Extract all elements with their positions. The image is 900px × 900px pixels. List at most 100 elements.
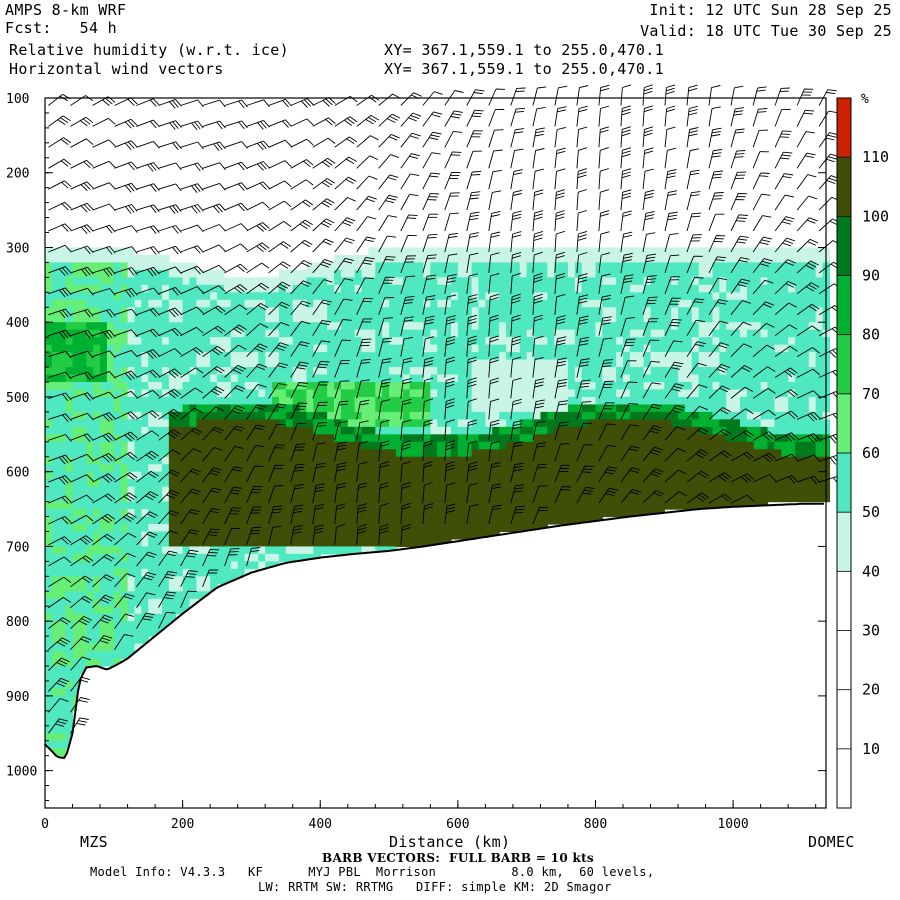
rh-cell (237, 411, 246, 420)
rh-cell (51, 501, 60, 510)
rh-cell (774, 389, 782, 398)
rh-cell (113, 396, 122, 406)
rh-cell (678, 501, 686, 510)
rh-cell (691, 449, 700, 458)
rh-cell (581, 374, 590, 383)
rh-cell (808, 464, 817, 473)
rh-cell (113, 516, 122, 525)
rh-cell (726, 262, 734, 271)
rh-cell (389, 262, 397, 271)
rh-cell (471, 254, 480, 264)
rh-cell (554, 269, 562, 278)
rh-cell (609, 404, 617, 413)
rh-cell (210, 277, 218, 286)
rh-cell (244, 352, 253, 361)
rh-cell (45, 471, 53, 480)
rh-cell (148, 531, 156, 540)
rh-cell (609, 374, 617, 383)
rh-cell (93, 352, 101, 361)
rh-cell (795, 419, 803, 428)
rh-cell (45, 494, 53, 503)
rh-cell (678, 389, 686, 398)
rh-cell (595, 509, 603, 518)
rh-cell (657, 434, 665, 443)
rh-cell (306, 404, 314, 413)
rh-cell (51, 486, 60, 495)
rh-cell (196, 546, 204, 555)
rh-cell (106, 419, 115, 428)
wind-barb (70, 676, 91, 692)
wind-barb (70, 575, 93, 588)
rh-cell (609, 389, 617, 398)
rh-cell (51, 666, 60, 675)
rh-cell (58, 269, 67, 278)
rh-cell (120, 568, 129, 577)
rh-cell (684, 494, 693, 503)
rh-cell (189, 277, 197, 286)
rh-cell (512, 314, 521, 323)
wind-barb (268, 221, 292, 232)
rh-cell (795, 322, 803, 331)
rh-cell (237, 329, 246, 338)
rh-cell (650, 374, 659, 383)
rh-cell (492, 389, 500, 398)
rh-cell (815, 344, 824, 353)
rh-cell (678, 456, 686, 465)
rh-cell (292, 509, 301, 518)
rh-cell (389, 494, 397, 503)
rh-cell (161, 434, 170, 443)
rh-cell (629, 359, 638, 368)
rh-cell (609, 411, 617, 420)
rh-cell (161, 546, 170, 555)
rh-cell (739, 404, 748, 413)
wind-barb (202, 426, 224, 441)
rh-cell (416, 524, 425, 533)
rh-cell (320, 419, 328, 428)
rh-cell (409, 456, 418, 465)
rh-cell (684, 284, 693, 293)
rh-cell (354, 269, 363, 278)
rh-cell (127, 277, 136, 286)
rh-cell (100, 464, 108, 473)
rh-cell (161, 516, 170, 525)
rh-cell (409, 329, 418, 338)
rh-cell (86, 434, 94, 443)
rh-cell (719, 247, 727, 256)
rh-cell (726, 426, 734, 435)
rh-cell (719, 277, 727, 286)
rh-cell (409, 449, 418, 458)
rh-cell (93, 621, 101, 630)
rh-cell (561, 516, 569, 525)
rh-cell (45, 269, 53, 278)
rh-cell (602, 456, 610, 465)
rh-cell (416, 441, 425, 450)
rh-cell (175, 606, 184, 615)
rh-cell (733, 382, 741, 391)
rh-cell (278, 382, 287, 391)
rh-cell (519, 329, 528, 338)
rh-cell (334, 546, 342, 555)
rh-cell (278, 426, 287, 435)
rh-cell (237, 337, 246, 346)
rh-cell (430, 449, 438, 458)
rh-cell (485, 479, 493, 488)
rh-cell (148, 546, 156, 555)
rh-cell (106, 509, 115, 518)
rh-cell (616, 269, 624, 278)
rh-cell (292, 277, 301, 286)
rh-cell (629, 411, 638, 420)
rh-cell (148, 322, 156, 331)
rh-cell (217, 292, 225, 301)
rh-cell (258, 329, 266, 338)
rh-cell (79, 516, 87, 525)
rh-cell (788, 292, 796, 301)
rh-cell (602, 411, 610, 420)
rh-cell (45, 299, 53, 308)
rh-cell (774, 367, 782, 376)
rh-cell (258, 516, 266, 525)
rh-cell (161, 598, 170, 607)
rh-cell (127, 471, 136, 480)
rh-cell (657, 322, 665, 331)
rh-cell (86, 501, 94, 510)
rh-cell (767, 359, 775, 368)
